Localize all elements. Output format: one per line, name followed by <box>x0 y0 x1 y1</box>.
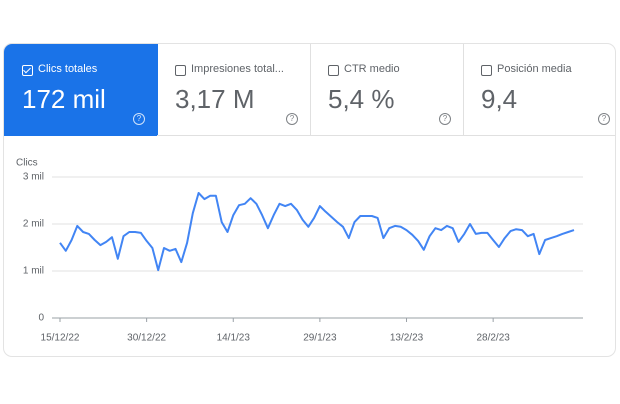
line <box>59 192 575 272</box>
metric-value: 9,4 <box>481 84 518 114</box>
x-tick-label: 28/2/23 <box>476 333 510 344</box>
metric-label: Clics totales <box>38 63 98 75</box>
x-tick-label: 13/2/23 <box>390 333 424 344</box>
help-icon[interactable]: ? <box>439 113 451 125</box>
x-tick-label: 30/12/22 <box>127 333 166 344</box>
y-tick-label: 3 mil <box>23 172 44 183</box>
x-tick-label: 14/1/23 <box>217 333 251 344</box>
x-tick-label: 29/1/23 <box>303 333 337 344</box>
metric-label: Posición media <box>497 63 572 75</box>
metric-value: 3,17 M <box>175 84 255 114</box>
y-tick-label: 1 mil <box>23 266 44 277</box>
help-icon[interactable]: ? <box>598 113 610 125</box>
checkbox[interactable] <box>328 65 339 76</box>
metric-value: 5,4 % <box>328 84 395 114</box>
performance-panel: Clics totales 172 mil? Impresiones total..… <box>4 44 615 356</box>
y-axis-label: Clics <box>16 158 38 169</box>
y-tick-label: 2 mil <box>23 219 44 230</box>
x-tick-label: 15/12/22 <box>41 333 80 344</box>
y-tick-label: 0 <box>38 313 44 324</box>
help-icon[interactable]: ? <box>286 113 298 125</box>
metric-value: 172 mil <box>22 84 106 114</box>
checkbox-checked[interactable] <box>22 65 33 76</box>
checkbox[interactable] <box>175 65 186 76</box>
metric-card[interactable]: CTR medio 5,4 %? <box>310 44 464 136</box>
metric-card[interactable]: Posición media 9,4? <box>463 44 615 136</box>
metric-label: CTR medio <box>344 63 400 75</box>
metric-label: Impresiones total... <box>191 63 284 75</box>
help-icon[interactable]: ? <box>133 113 145 125</box>
metric-card[interactable]: Impresiones total... 3,17 M? <box>157 44 311 136</box>
checkbox[interactable] <box>481 65 492 76</box>
metric-card[interactable]: Clics totales 172 mil? <box>4 44 158 136</box>
